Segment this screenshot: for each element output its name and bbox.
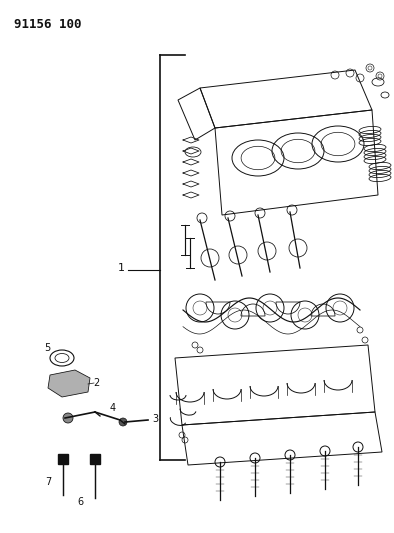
Text: 4: 4: [110, 403, 116, 413]
Circle shape: [63, 413, 73, 423]
Text: 2: 2: [93, 378, 99, 388]
Text: 91156 100: 91156 100: [14, 18, 82, 31]
Bar: [90, 454, 100, 464]
Polygon shape: [48, 370, 90, 397]
Text: 7: 7: [45, 477, 51, 487]
Text: 5: 5: [44, 343, 50, 353]
Text: 1: 1: [118, 263, 125, 273]
Bar: [58, 454, 68, 464]
Circle shape: [119, 418, 127, 426]
Text: 3: 3: [152, 414, 158, 424]
Text: 6: 6: [77, 497, 83, 507]
